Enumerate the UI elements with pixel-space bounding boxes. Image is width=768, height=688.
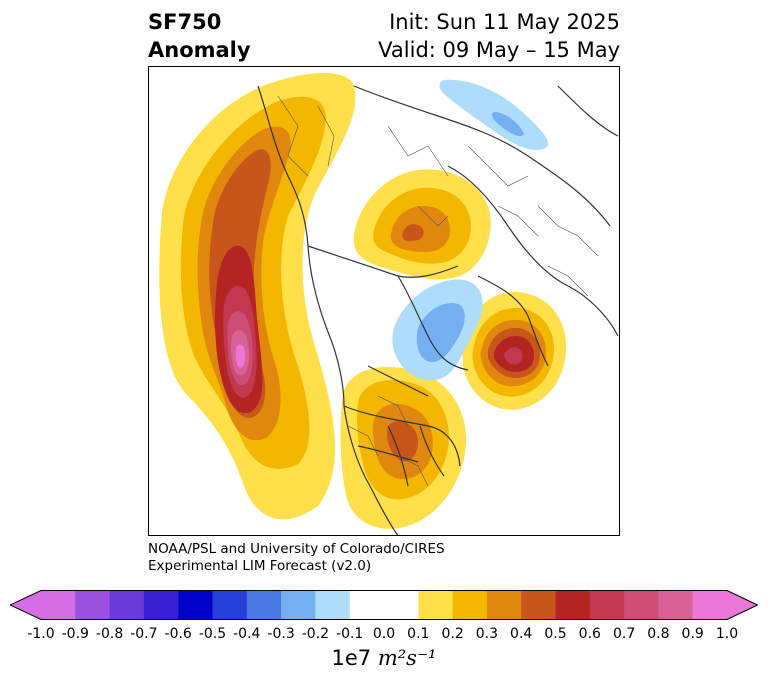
europe-positive-anomaly bbox=[462, 292, 567, 410]
plot-title: SF750 Anomaly bbox=[148, 8, 251, 64]
colorbar-tick-label: 0.9 bbox=[681, 626, 704, 642]
arctic-positive-anomaly bbox=[353, 169, 491, 280]
colorbar-swatch bbox=[315, 590, 351, 620]
map-frame bbox=[148, 66, 620, 536]
colorbar-swatch bbox=[589, 590, 625, 620]
colorbar-tick-label: 0.8 bbox=[647, 626, 670, 642]
colorbar-tick-label: -0.4 bbox=[233, 626, 261, 642]
map-outlines bbox=[257, 85, 619, 536]
negative-anomalies bbox=[392, 79, 549, 381]
colorbar bbox=[10, 590, 758, 620]
eastern-us-positive-anomaly bbox=[340, 366, 467, 529]
colorbar-swatch bbox=[349, 590, 385, 620]
colorbar-tick-label: -1.0 bbox=[27, 626, 55, 642]
forecast-dates: Init: Sun 11 May 2025 Valid: 09 May – 15… bbox=[378, 8, 620, 64]
colorbar-tick-label: 0.7 bbox=[612, 626, 636, 642]
colorbar-tick-label: 0.3 bbox=[475, 626, 499, 642]
pacific-positive-anomaly bbox=[159, 73, 356, 520]
colorbar-swatch bbox=[521, 590, 556, 620]
init-date: Init: Sun 11 May 2025 bbox=[389, 10, 620, 34]
colorbar-swatch bbox=[658, 590, 694, 620]
colorbar-tick-label: -0.5 bbox=[198, 626, 227, 642]
colorbar-tick-label: -0.2 bbox=[301, 626, 330, 642]
credit-text: NOAA/PSL and University of Colorado/CIRE… bbox=[148, 541, 445, 575]
colorbar-swatch bbox=[75, 590, 110, 620]
colorbar-swatch bbox=[281, 590, 316, 620]
credit-line-2: Experimental LIM Forecast (v2.0) bbox=[148, 558, 372, 574]
colorbar-outline bbox=[10, 590, 758, 620]
colorbar-swatch bbox=[41, 590, 76, 620]
colorbar-tick-label: 1.0 bbox=[715, 626, 739, 642]
colorbar-swatch bbox=[246, 590, 282, 620]
colorbar-swatch bbox=[178, 590, 213, 620]
colorbar-swatch bbox=[418, 590, 453, 620]
colorbar-tick-label: 0.6 bbox=[578, 626, 601, 642]
colorbar-tick-label: 0.0 bbox=[372, 626, 396, 642]
colorbar-swatch bbox=[486, 590, 522, 620]
colorbar-extend-low bbox=[10, 590, 41, 620]
colorbar-swatch bbox=[384, 590, 419, 620]
variable-name: SF750 bbox=[148, 10, 222, 34]
country-borders bbox=[277, 95, 599, 487]
colorbar-swatch bbox=[692, 590, 728, 620]
colorbar-units: 1e7 m²s⁻¹ bbox=[0, 646, 768, 670]
colorbar-swatch bbox=[624, 590, 659, 620]
colorbar-tick-label: -0.1 bbox=[336, 626, 364, 642]
anomaly-label: Anomaly bbox=[148, 38, 251, 62]
colorbar-ticks: -1.0 -0.9 -0.8 -0.7 -0.6 -0.5 -0.4 -0.3 -0.2 -0.1… bbox=[0, 626, 768, 646]
credit-line-1: NOAA/PSL and University of Colorado/CIRE… bbox=[148, 541, 445, 557]
colorbar-tick-label: 0.5 bbox=[544, 626, 567, 642]
colorbar-tick-label: -0.6 bbox=[164, 626, 192, 642]
colorbar-tick-label: 0.2 bbox=[441, 626, 464, 642]
colorbar-tick-label: -0.8 bbox=[95, 626, 124, 642]
colorbar-tick-label: 0.1 bbox=[407, 626, 430, 642]
units-symbol: m²s⁻¹ bbox=[377, 646, 437, 670]
units-scale: 1e7 bbox=[331, 646, 378, 670]
colorbar-tick-label: -0.7 bbox=[130, 626, 158, 642]
colorbar-swatch bbox=[452, 590, 488, 620]
colorbar-swatch bbox=[212, 590, 248, 620]
colorbar-tick-label: -0.9 bbox=[61, 626, 89, 642]
colorbar-swatch bbox=[143, 590, 179, 620]
colorbar-tick-label: -0.3 bbox=[267, 626, 295, 642]
colorbar-swatch bbox=[555, 590, 591, 620]
forecast-map bbox=[148, 66, 620, 536]
colorbar-swatch bbox=[109, 590, 145, 620]
valid-range: Valid: 09 May – 15 May bbox=[378, 38, 620, 62]
colorbar-extend-high bbox=[727, 590, 758, 620]
colorbar-tick-label: 0.4 bbox=[510, 626, 533, 642]
